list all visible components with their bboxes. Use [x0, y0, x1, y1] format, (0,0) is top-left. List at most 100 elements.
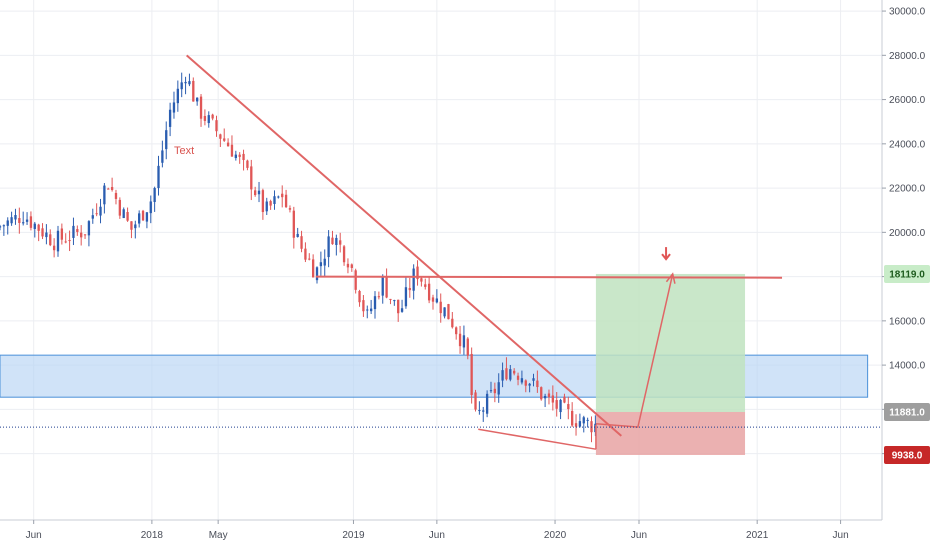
- candle-body: [219, 134, 222, 139]
- resistance-line: [315, 275, 783, 279]
- candle-body: [420, 278, 423, 282]
- candle-body: [29, 216, 33, 228]
- annotation-text: Text: [174, 145, 194, 157]
- candle-body: [427, 283, 431, 301]
- candle-body: [439, 301, 442, 314]
- candle-body: [536, 380, 539, 388]
- candle-body: [350, 264, 353, 268]
- candle-body: [366, 309, 369, 311]
- candle-body: [64, 241, 67, 243]
- candle-body: [346, 263, 350, 268]
- candle-body: [6, 220, 9, 226]
- candle-body: [180, 82, 183, 90]
- wedge-lower-line: [478, 428, 597, 450]
- candle-body: [172, 102, 176, 113]
- candle-body: [134, 224, 137, 229]
- candle-body: [10, 217, 13, 224]
- candle-body: [397, 299, 400, 314]
- grid-layer: [0, 0, 882, 520]
- candle-body: [300, 236, 303, 249]
- y-tick-label: 24000.0: [889, 139, 926, 150]
- candle-body: [14, 215, 17, 220]
- candle-body: [586, 419, 589, 421]
- candle-body: [482, 410, 485, 412]
- candle-body: [354, 270, 357, 290]
- y-tick-label: 22000.0: [889, 184, 926, 195]
- candle-body: [45, 232, 48, 238]
- projection-arrowhead: [665, 272, 676, 284]
- candle-body: [269, 201, 272, 206]
- drawings-layer: Text: [0, 54, 882, 450]
- candle-body: [161, 150, 164, 163]
- candle-body: [277, 196, 280, 198]
- candle-body: [582, 417, 585, 424]
- candle-body: [485, 393, 489, 414]
- candle-body: [551, 395, 554, 403]
- candle-body: [253, 190, 257, 196]
- candle-body: [80, 232, 83, 238]
- candle-body: [516, 375, 520, 380]
- candle-body: [103, 185, 106, 205]
- candle-body: [513, 370, 516, 374]
- candle-body: [188, 81, 191, 85]
- price-badge: [884, 402, 930, 421]
- candle-body: [141, 210, 145, 221]
- zones-layer: [0, 273, 869, 455]
- x-tick-label: 2020: [544, 530, 567, 541]
- candle-body: [265, 201, 268, 212]
- candle-body: [226, 142, 230, 147]
- candle-body: [165, 130, 168, 150]
- candle-body: [153, 188, 156, 202]
- down-arrow-icon-head: [661, 253, 671, 261]
- downtrend-line: [186, 54, 622, 437]
- candle-body: [215, 120, 218, 132]
- candle-body: [68, 240, 71, 242]
- candle-body: [91, 215, 94, 219]
- candle-body: [25, 219, 29, 222]
- candle-body: [543, 395, 547, 399]
- x-tick-label: Jun: [833, 530, 849, 541]
- candle-body: [0, 226, 2, 228]
- candle-body: [520, 378, 524, 383]
- x-tick-label: 2019: [342, 530, 365, 541]
- y-tick-label: 26000.0: [889, 95, 926, 106]
- candle-body: [284, 194, 288, 208]
- candle-body: [404, 287, 408, 307]
- candle-body: [559, 399, 562, 413]
- candle-body: [447, 304, 450, 320]
- price-badge-label: 11881.0: [889, 407, 925, 418]
- candle-body: [196, 97, 199, 102]
- candle-body: [138, 213, 141, 224]
- candle-body: [342, 246, 346, 263]
- x-tick-label: 2018: [141, 530, 164, 541]
- candle-body: [470, 353, 473, 396]
- candle-body: [443, 307, 446, 317]
- candle-body: [377, 296, 381, 298]
- candle-body: [571, 410, 574, 426]
- candle-body: [431, 297, 435, 302]
- candle-body: [296, 233, 299, 237]
- candle-body: [308, 258, 311, 260]
- candle-body: [567, 404, 570, 410]
- candle-body: [99, 206, 102, 216]
- candle-body: [435, 298, 439, 303]
- candle-body: [288, 208, 292, 210]
- candle-body: [107, 188, 110, 190]
- candle-body: [145, 212, 149, 222]
- candle-body: [540, 387, 543, 400]
- candle-body: [83, 234, 87, 236]
- candles-layer: [0, 72, 597, 443]
- candle-body: [505, 368, 508, 380]
- candle-body: [362, 300, 365, 312]
- candle-body: [528, 383, 531, 386]
- candle-body: [207, 115, 210, 124]
- candle-body: [18, 217, 21, 223]
- candle-body: [424, 284, 427, 287]
- candle-body: [37, 224, 40, 231]
- candle-body: [369, 308, 373, 312]
- candle-body: [497, 382, 500, 395]
- candle-body: [458, 333, 462, 347]
- candle-body: [381, 276, 384, 296]
- candle-body: [466, 338, 469, 356]
